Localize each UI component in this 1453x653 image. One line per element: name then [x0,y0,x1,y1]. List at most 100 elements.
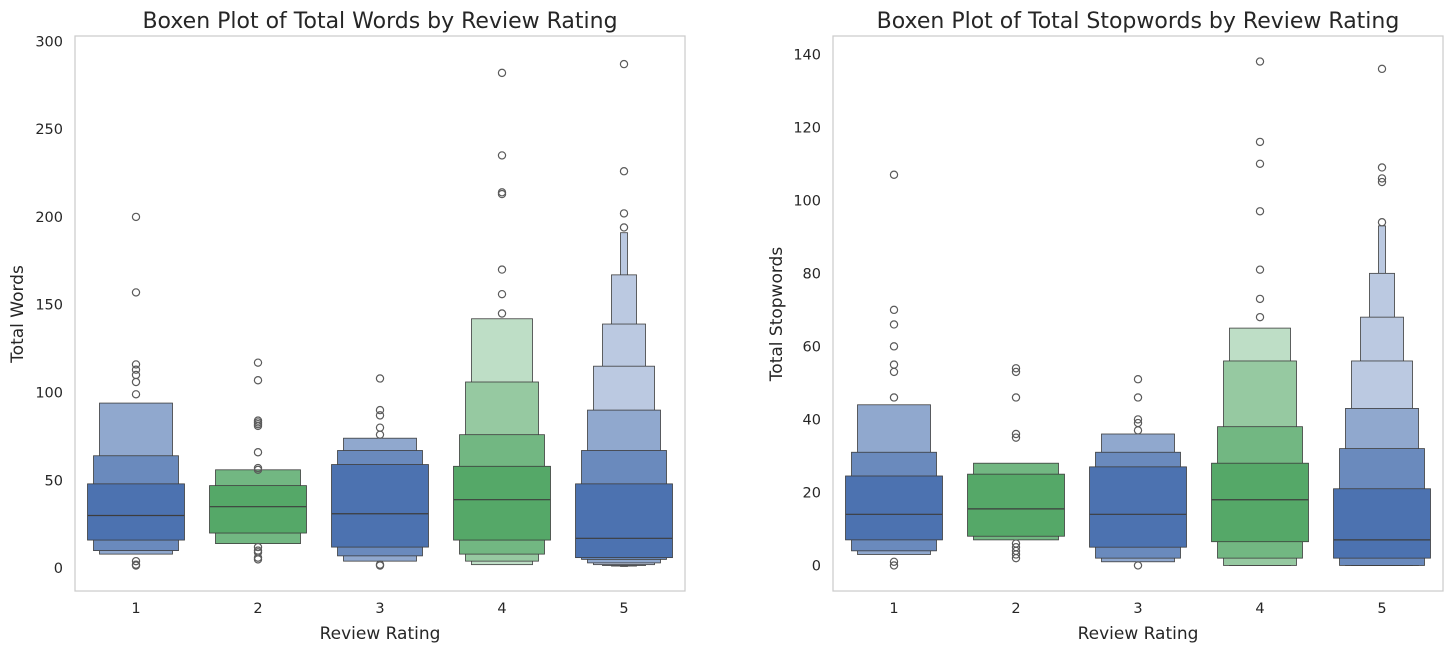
words-xtick-label: 1 [131,601,140,617]
stopwords-outlier-point [1377,174,1387,183]
stopwords-outlier-point [1011,433,1021,442]
stopwords-outlier-point [889,367,899,377]
words-outlier-point [131,365,141,374]
stopwords-outlier-point [1377,177,1387,187]
words-outlier-point [253,542,263,552]
stopwords-outlier-point [889,305,899,315]
words-outlier-point [375,430,385,439]
words-boxen-level [87,483,185,541]
words-outlier-point [131,561,141,570]
stopwords-chart: Boxen Plot of Total Stopwords by Review … [767,9,1444,644]
words-outlier-point [497,289,507,299]
words-boxen-level [575,483,673,559]
words-outlier-point [497,68,507,78]
stopwords-outlier-point [1133,426,1143,435]
words-ytick-label: 300 [35,34,63,50]
words-chart-xlabel: Review Rating [320,624,441,644]
stopwords-outlier-point [1011,393,1021,402]
words-ytick-label: 150 [35,298,63,314]
words-outlier-point [131,556,141,566]
words-xtick-label: 4 [497,601,506,617]
stopwords-outlier-point [1255,265,1265,274]
words-boxen-level [331,464,429,548]
stopwords-boxen-level [1333,488,1431,559]
stopwords-outlier-point [1011,429,1021,439]
stopwords-ytick-label: 140 [793,47,821,63]
words-outlier-point [619,59,629,69]
stopwords-ytick-label: 100 [793,193,821,209]
words-outlier-point [375,561,385,570]
stopwords-ytick-label: 80 [803,266,821,282]
stopwords-outlier-point [1255,159,1265,168]
words-outlier-point [375,411,385,420]
stopwords-outlier-point [889,561,899,570]
words-outlier-point [497,189,507,199]
words-outlier-point [131,390,141,399]
stopwords-outlier-point [1011,367,1021,377]
words-ytick-label: 250 [35,122,63,138]
stopwords-xtick-label: 3 [1133,601,1142,617]
words-xtick-label: 3 [375,601,384,617]
words-chart: Boxen Plot of Total Words by Review Rati… [8,9,686,644]
words-outlier-point [253,555,263,564]
words-outlier-point [619,209,629,218]
stopwords-outlier-point [1255,207,1265,216]
stopwords-outlier-point [889,393,899,402]
stopwords-xtick-label: 2 [1011,601,1020,617]
stopwords-boxen-level [845,475,943,541]
stopwords-ytick-label: 0 [812,558,821,574]
stopwords-outlier-point [1011,550,1021,559]
stopwords-chart-ylabel: Total Stopwords [767,247,787,383]
stopwords-outlier-point [1377,64,1387,74]
stopwords-outlier-point [1011,364,1021,373]
stopwords-boxen-level [1211,462,1309,543]
words-outlier-point [375,423,385,432]
words-outlier-point [253,376,263,385]
stopwords-chart-plot-area: 0 20 40 60 80 100 120 140 1 2 3 4 5 [793,47,1431,617]
stopwords-outlier-point [889,170,899,179]
stopwords-outlier-point [889,320,899,329]
words-outlier-point [497,265,507,274]
stopwords-outlier-point [1133,561,1143,570]
stopwords-ytick-label: 20 [803,485,821,501]
stopwords-outlier-point [1377,163,1387,172]
stopwords-outlier-point [1255,57,1265,66]
stopwords-ytick-label: 60 [803,339,821,355]
stopwords-outlier-point [889,360,899,369]
stopwords-ytick-label: 40 [803,412,821,428]
words-chart-frame [74,35,686,592]
stopwords-outlier-point [1255,137,1265,147]
words-outlier-point [497,309,507,318]
stopwords-outlier-point [889,557,899,566]
stopwords-outlier-point [1377,218,1387,227]
words-ytick-label: 0 [54,561,63,577]
words-outlier-point [253,448,263,457]
words-outlier-point [619,167,629,176]
stopwords-xtick-label: 1 [889,601,898,617]
words-chart-plot-area: 0 50 100 150 200 250 300 1 2 3 4 5 [35,34,673,617]
words-ytick-label: 100 [35,386,63,402]
words-outlier-point [253,421,263,431]
words-outlier-point [253,465,263,475]
stopwords-chart-title: Boxen Plot of Total Stopwords by Review … [877,9,1400,34]
words-outlier-point [131,377,141,387]
words-ytick-label: 200 [35,210,63,226]
stopwords-outlier-point [1255,312,1265,322]
words-boxen-level [209,485,307,534]
words-outlier-point [619,223,629,232]
stopwords-outlier-point [1255,294,1265,304]
words-chart-ylabel: Total Words [8,265,28,364]
stopwords-boxen-level [1089,466,1187,548]
stopwords-xtick-label: 4 [1255,601,1264,617]
words-outlier-point [253,358,263,367]
stopwords-outlier-point [889,342,899,351]
words-outlier-point [375,405,385,415]
words-outlier-point [375,374,385,383]
words-xtick-label: 2 [253,601,262,617]
words-outlier-point [497,151,507,160]
stopwords-outlier-point [1133,415,1143,424]
stopwords-outlier-point [1133,375,1143,384]
words-outlier-point [131,370,141,380]
words-ytick-label: 50 [45,473,63,489]
